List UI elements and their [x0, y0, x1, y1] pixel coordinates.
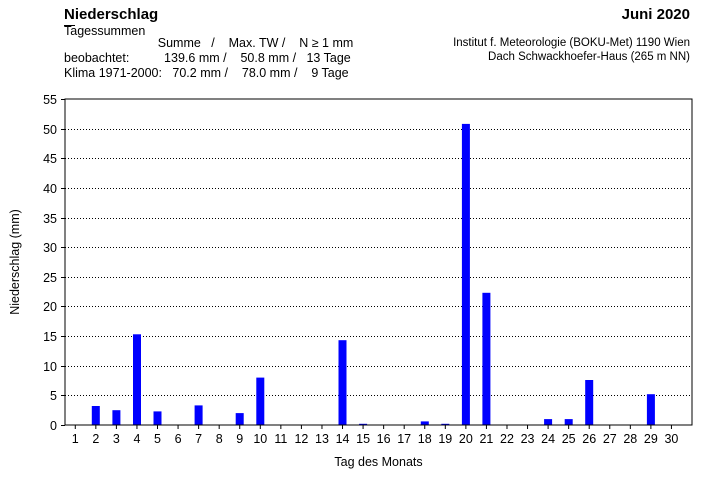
title-underline: [64, 25, 75, 26]
x-tick-label: 16: [377, 432, 391, 446]
x-tick-label: 20: [459, 432, 473, 446]
y-tick-label: 35: [43, 212, 57, 226]
x-tick-label: 3: [113, 432, 120, 446]
bars: [91, 123, 655, 426]
bar: [133, 334, 141, 425]
x-tick-label: 26: [582, 432, 596, 446]
y-axis-label: Niederschlag (mm): [8, 209, 22, 315]
bar: [441, 423, 450, 425]
x-tick-label: 1: [72, 432, 79, 446]
y-tick-label: 55: [43, 93, 57, 107]
y-tick-label: 45: [43, 152, 57, 166]
y-axis: 0 5 10 15 20 25 30 35 40 45 50 55: [43, 93, 65, 433]
bar: [482, 292, 491, 425]
x-tick-label: 22: [500, 432, 514, 446]
bar: [153, 411, 162, 425]
y-tick-label: 15: [43, 330, 57, 344]
y-tick-label: 10: [43, 360, 57, 374]
y-tick-label: 25: [43, 271, 57, 285]
bar: [112, 410, 121, 425]
x-tick-label: 24: [541, 432, 555, 446]
x-tick-label: 15: [356, 432, 370, 446]
x-tick-label: 28: [623, 432, 637, 446]
bar: [359, 423, 368, 425]
x-tick-label: 14: [336, 432, 350, 446]
bar: [646, 394, 655, 425]
x-tick-label: 4: [133, 432, 140, 446]
x-tick-label: 2: [92, 432, 99, 446]
x-tick-label: 13: [315, 432, 329, 446]
x-tick-label: 21: [479, 432, 493, 446]
x-axis-label: Tag des Monats: [334, 455, 422, 469]
y-tick-label: 5: [50, 389, 57, 403]
x-tick-label: 29: [644, 432, 658, 446]
bar: [564, 419, 573, 425]
bar: [256, 377, 265, 425]
x-tick-label: 17: [397, 432, 411, 446]
y-tick-label: 20: [43, 300, 57, 314]
bar: [338, 340, 347, 425]
bar: [420, 421, 429, 425]
x-tick-label: 5: [154, 432, 161, 446]
y-tick-label: 0: [50, 419, 57, 433]
x-tick-label: 8: [216, 432, 223, 446]
x-tick-label: 30: [664, 432, 678, 446]
x-tick-label: 25: [562, 432, 576, 446]
month-label: Juni 2020: [621, 6, 690, 23]
x-tick-label: 23: [521, 432, 535, 446]
x-tick-label: 10: [253, 432, 267, 446]
bar: [235, 413, 244, 425]
x-tick-label: 6: [175, 432, 182, 446]
x-axis: 1 2 3 4 5 6 7 8 9 10 11 12 13 14 15 16 17 18 19 20 21 22 23 24 2…: [72, 425, 678, 446]
bar: [544, 419, 553, 425]
chart-title: Niederschlag: [64, 6, 159, 23]
bar: [461, 123, 470, 426]
y-tick-label: 40: [43, 182, 57, 196]
x-tick-label: 19: [438, 432, 452, 446]
institute-line-1: Institut f. Meteorologie (BOKU-Met) 1190…: [453, 37, 690, 49]
grid-lines: [65, 129, 692, 396]
institute-line-2: Dach Schwackhoefer-Haus (265 m NN): [488, 51, 690, 63]
x-tick-label: 7: [195, 432, 202, 446]
y-tick-label: 30: [43, 241, 57, 255]
bar: [91, 406, 100, 425]
stats-header-row: Summe / Max. TW / N ≥ 1 mm: [64, 36, 354, 50]
x-tick-label: 9: [236, 432, 243, 446]
chart-subtitle: Tagessummen: [64, 24, 146, 38]
x-tick-label: 12: [294, 432, 308, 446]
x-tick-label: 27: [603, 432, 617, 446]
x-tick-label: 18: [418, 432, 432, 446]
x-tick-label: 11: [274, 432, 287, 446]
plot-frame: [64, 98, 693, 426]
stats-observed-row: beobachtet: 139.6 mm / 50.8 mm / 13 Tage: [64, 51, 351, 65]
bar: [585, 380, 594, 425]
bar: [194, 405, 203, 425]
stats-climate-row: Klima 1971-2000: 70.2 mm / 78.0 mm / 9 T…: [64, 66, 349, 80]
y-tick-label: 50: [43, 123, 57, 137]
